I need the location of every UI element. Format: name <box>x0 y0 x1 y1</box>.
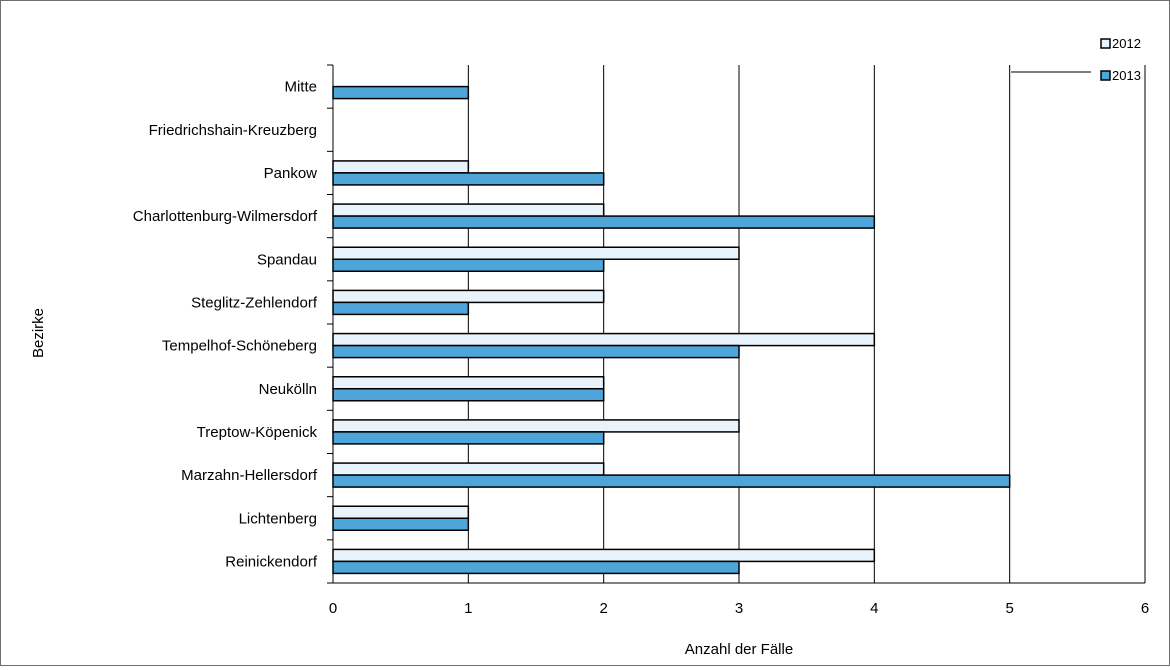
x-tick-label: 5 <box>1005 600 1013 617</box>
bar-2012-6 <box>332 332 876 347</box>
bar-2012-4 <box>332 246 740 260</box>
bar-2013-2 <box>332 172 605 186</box>
y-tick-label: Neukölln <box>259 381 317 398</box>
y-tick-label: Lichtenberg <box>239 510 317 527</box>
bar-2013-7 <box>332 388 605 402</box>
y-tick-label: Spandau <box>257 251 317 268</box>
x-tick-label: 6 <box>1141 600 1149 617</box>
bar-2012-3 <box>332 203 605 217</box>
bar-2012-5 <box>332 289 605 304</box>
y-tick-label: Reinickendorf <box>225 553 318 570</box>
bar-2013-0 <box>332 85 470 100</box>
bar-2013-8 <box>332 431 605 445</box>
y-axis-title: Bezirke <box>30 308 47 358</box>
x-tick-label: 3 <box>735 600 743 617</box>
bar-2012-9 <box>332 462 605 476</box>
bar-2013-9 <box>332 474 1011 488</box>
bar-2013-11 <box>332 560 740 575</box>
bar-2013-5 <box>332 301 470 316</box>
bar-2013-10 <box>332 517 470 531</box>
x-axis-title: Anzahl der Fälle <box>685 641 793 658</box>
y-tick-label: Mitte <box>284 79 317 96</box>
x-tick-labels: 0 1 2 3 4 5 6 <box>329 600 1149 617</box>
bar-2012-2 <box>332 160 470 174</box>
bar-2012-10 <box>332 505 470 519</box>
x-tick-label: 0 <box>329 600 337 617</box>
bar-2012-7 <box>332 376 605 390</box>
grid-lines <box>467 65 1146 583</box>
legend-swatch-2013 <box>1100 70 1111 81</box>
legend-label-2013: 2013 <box>1112 68 1141 83</box>
y-tick-labels: Mitte Friedrichshain-Kreuzberg Pankow Charl… <box>133 79 318 571</box>
legend-swatch-2012 <box>1100 38 1111 49</box>
x-tick-label: 2 <box>599 600 607 617</box>
bar-2012-8 <box>332 419 740 433</box>
y-tick-label: Treptow-Köpenick <box>197 424 318 441</box>
x-tick-label: 4 <box>870 600 878 617</box>
y-tick-label: Friedrichshain-Kreuzberg <box>149 122 317 139</box>
x-tick-label: 1 <box>464 600 472 617</box>
bar-2012-11 <box>332 548 876 563</box>
bars <box>332 85 1011 575</box>
bar-2013-3 <box>332 215 876 229</box>
y-tick-label: Charlottenburg-Wilmersdorf <box>133 208 318 225</box>
legend-label-2012: 2012 <box>1112 36 1141 51</box>
bar-2013-6 <box>332 344 740 359</box>
y-tick-label: Steglitz-Zehlendorf <box>191 294 318 311</box>
bar-2013-4 <box>332 258 605 272</box>
y-tick-label: Marzahn-Hellersdorf <box>181 467 318 484</box>
axes <box>327 64 1145 584</box>
y-tick-label: Tempelhof-Schöneberg <box>162 338 317 355</box>
legend: 2012 2013 <box>1011 36 1141 83</box>
y-tick-label: Pankow <box>264 165 318 182</box>
